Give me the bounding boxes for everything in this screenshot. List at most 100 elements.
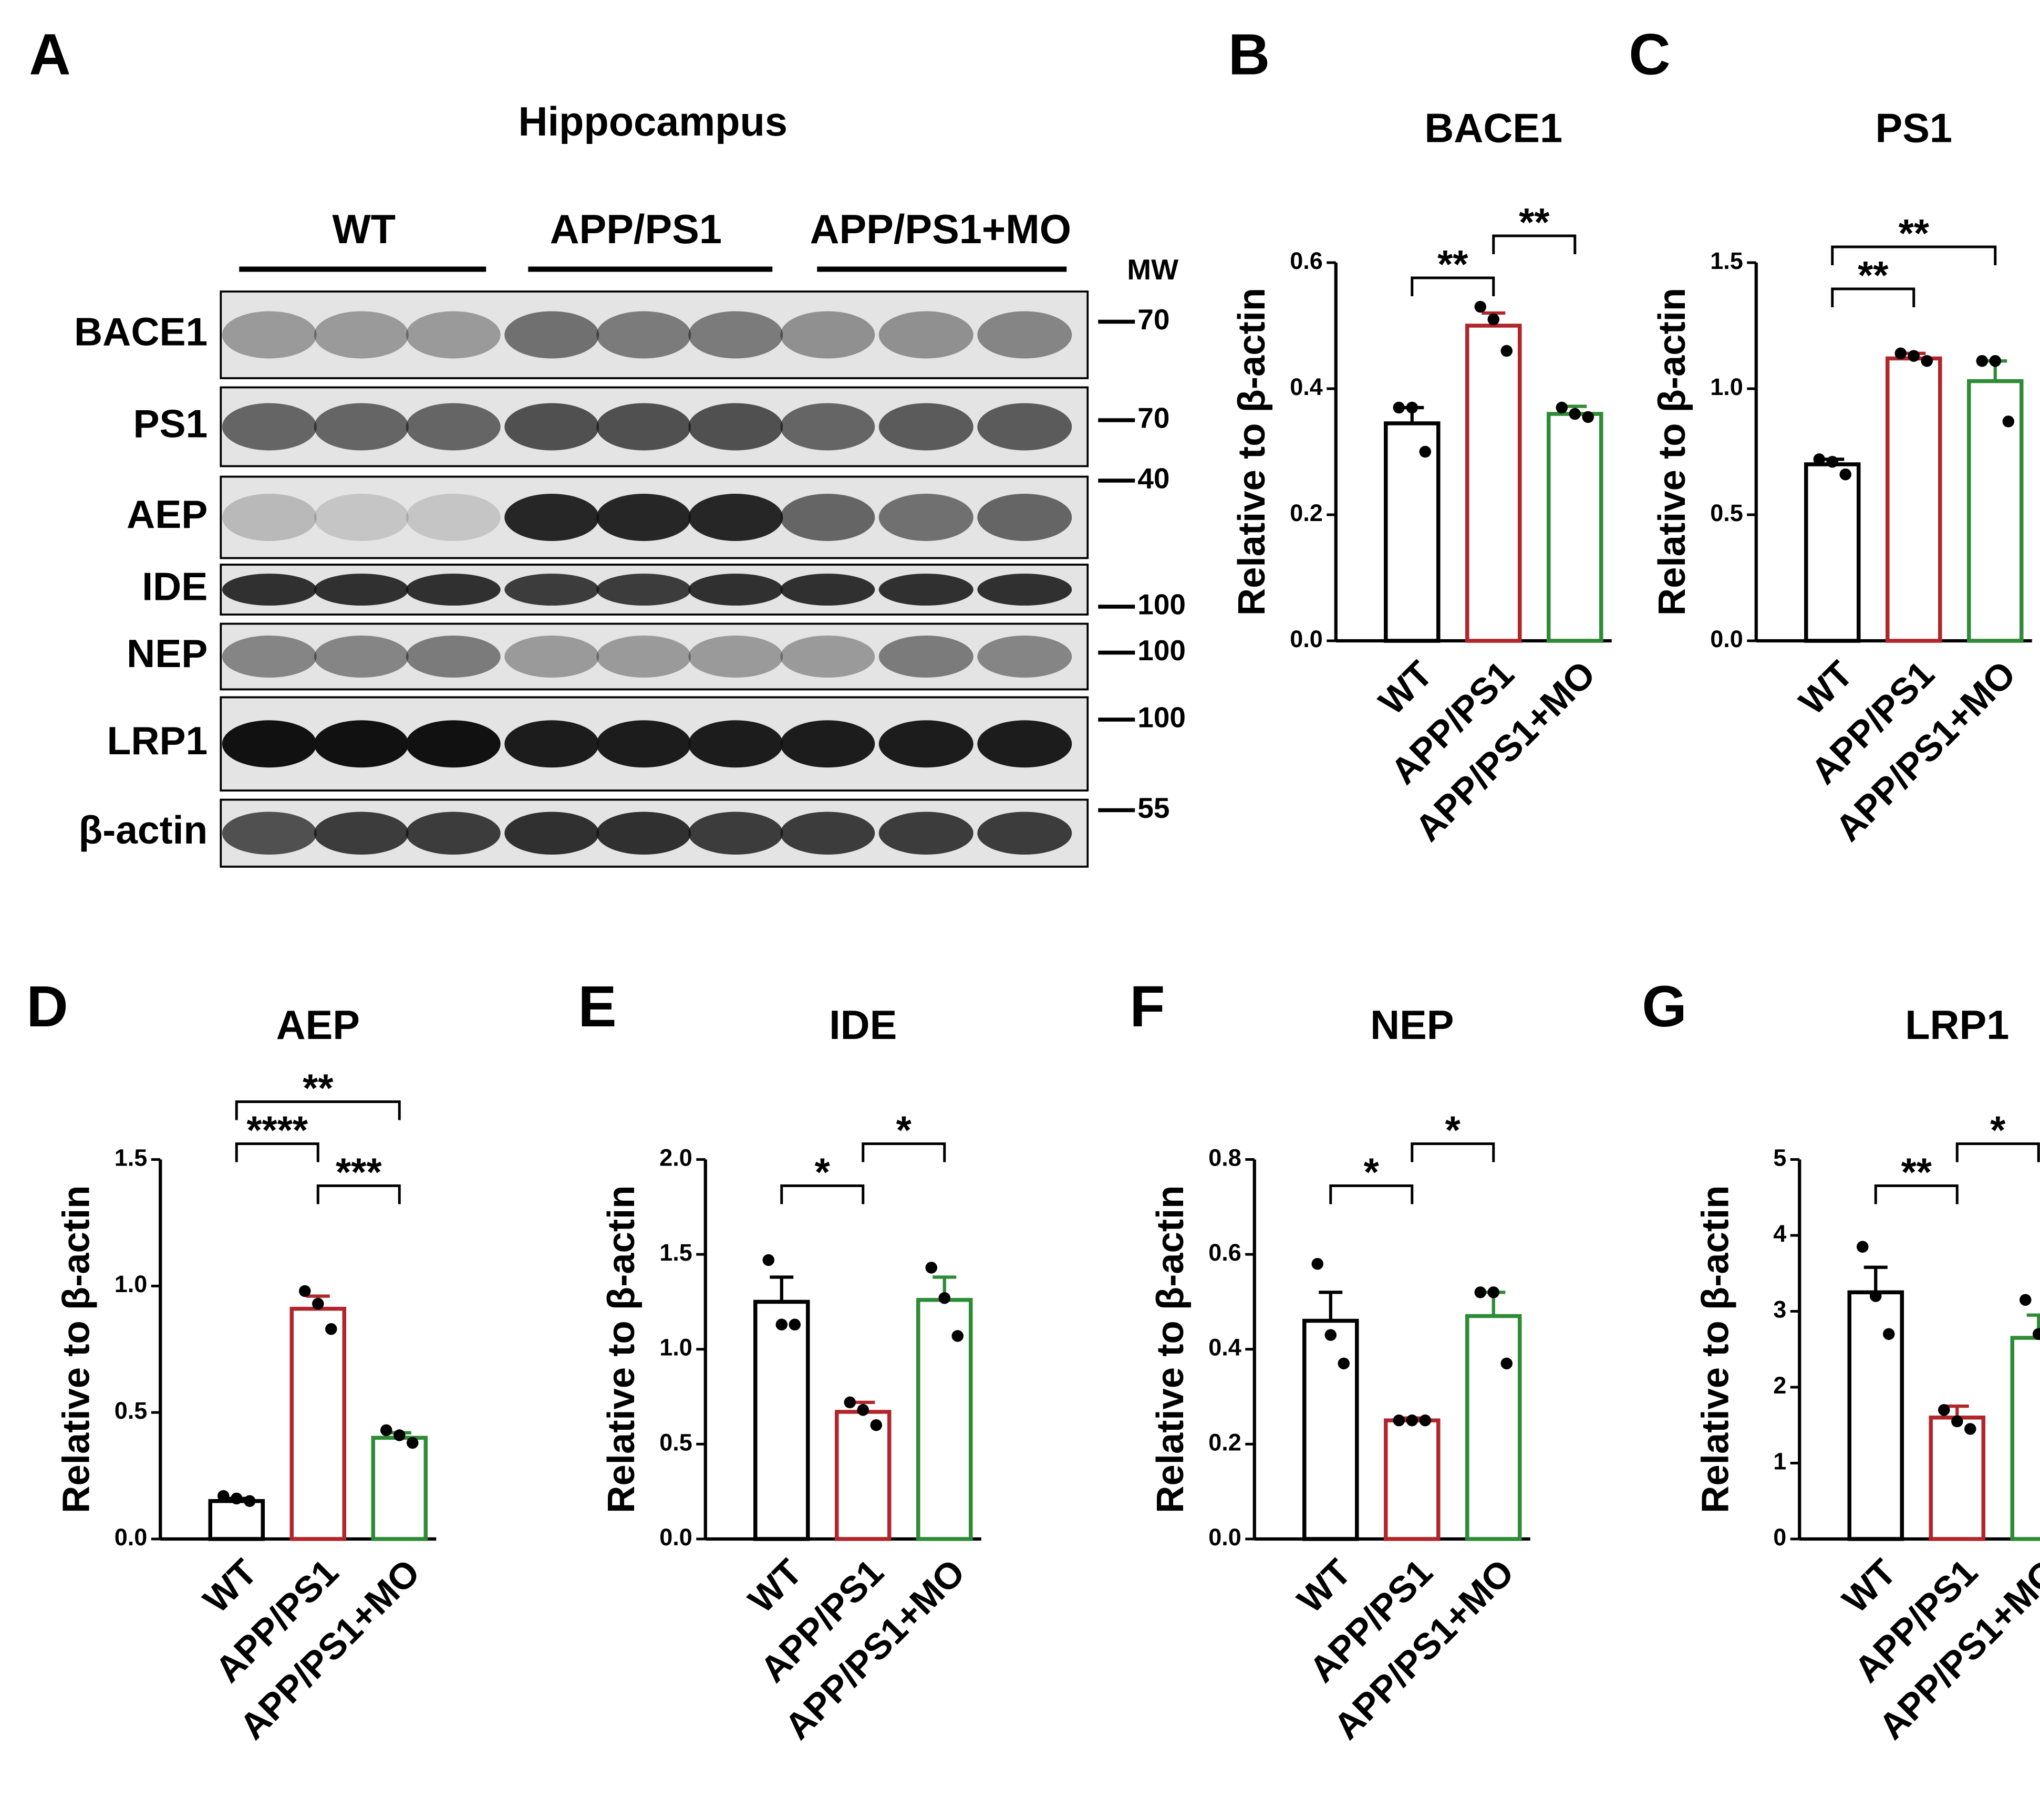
bar [1465, 324, 1522, 643]
blot-band [688, 311, 783, 359]
blot-band [222, 494, 317, 541]
data-point [789, 1318, 801, 1331]
y-tick-label: 0.5 [659, 1429, 692, 1455]
blot-band [596, 812, 691, 855]
significance-label: ** [303, 1066, 334, 1110]
bar [1804, 462, 1861, 643]
bar [1384, 1418, 1441, 1541]
blot-band [504, 574, 599, 606]
y-axis-label: Relative to β-actin [1651, 288, 1693, 616]
data-point [1938, 1404, 1950, 1416]
blot-band [314, 403, 409, 451]
panel-letter: A [29, 23, 70, 87]
blot-band [688, 403, 783, 451]
data-point [1487, 313, 1499, 326]
data-point [218, 1490, 230, 1502]
y-tick-label: 0.4 [1290, 373, 1323, 400]
protein-label: BACE1 [74, 309, 208, 353]
blot-band [222, 311, 317, 359]
y-tick-label: 0.8 [1208, 1144, 1241, 1171]
data-point [1393, 1414, 1405, 1427]
blot-band [780, 812, 875, 855]
error-bar [770, 1275, 794, 1302]
significance-bracket [1492, 234, 1577, 254]
y-tick-label: 0.0 [1290, 626, 1323, 652]
bar [289, 1306, 346, 1541]
data-point [1857, 1241, 1869, 1253]
bar [1302, 1318, 1359, 1541]
y-tick-label: 1.0 [115, 1271, 148, 1297]
bar [835, 1410, 892, 1541]
blot-band [878, 403, 974, 451]
significance-bracket [780, 1184, 865, 1204]
data-point [844, 1396, 856, 1409]
data-point [1870, 1290, 1882, 1302]
bar [371, 1436, 428, 1541]
blot-band [878, 494, 974, 541]
significance-bracket [1955, 1142, 2040, 1162]
significance-bracket [862, 1142, 946, 1162]
blot-band [780, 574, 875, 606]
blot-band [406, 812, 501, 855]
data-point [1474, 300, 1486, 313]
data-point [393, 1429, 406, 1441]
panel-letter: C [1629, 23, 1670, 87]
panel-letter: D [26, 974, 68, 1039]
y-axis-label: Relative to β-actin [1149, 1185, 1192, 1513]
blot-band [688, 720, 783, 768]
significance-bracket [1411, 1142, 1495, 1162]
mw-label: 100 [1137, 588, 1186, 621]
significance-label: * [1990, 1108, 2006, 1152]
blot-band [596, 494, 691, 541]
panel-letter: F [1130, 974, 1165, 1039]
data-point [762, 1254, 774, 1266]
blot-band [406, 574, 501, 606]
blot-band [977, 574, 1072, 606]
blot-band [314, 636, 409, 678]
data-point [1976, 355, 1988, 367]
data-point [1908, 350, 1920, 362]
data-point [1487, 1286, 1499, 1298]
data-point [1393, 401, 1405, 414]
chart-title: PS1 [1876, 106, 1952, 151]
blot-band [596, 403, 691, 451]
blot-band [314, 311, 409, 359]
data-point [1883, 1328, 1895, 1340]
blot-band [596, 311, 691, 359]
significance-label: ** [1899, 211, 1930, 255]
y-tick-label: 0.0 [659, 1524, 692, 1551]
y-tick-label: 0.0 [1710, 626, 1743, 652]
data-point [1826, 455, 1838, 468]
blot-title: Hippocampus [519, 99, 788, 144]
significance-label: ** [1437, 242, 1468, 286]
protein-label: β-actin [78, 808, 208, 852]
blot-band [504, 403, 599, 451]
data-point [1813, 453, 1825, 465]
data-point [2020, 1294, 2032, 1306]
blot-band [780, 311, 875, 359]
blot-band [688, 636, 783, 678]
data-point [1989, 355, 2001, 367]
blot-band [222, 574, 317, 606]
blot-band [688, 812, 783, 855]
bar [208, 1499, 265, 1541]
blot-band [222, 403, 317, 451]
y-tick-label: 0.2 [1290, 500, 1323, 526]
significance-label: * [896, 1108, 912, 1152]
blot-band [596, 720, 691, 768]
data-point [231, 1492, 243, 1505]
blot-band [780, 403, 875, 451]
data-point [1556, 401, 1568, 414]
protein-label: LRP1 [107, 719, 208, 763]
significance-label: ** [1858, 253, 1889, 297]
significance-label: * [1445, 1108, 1461, 1152]
blot-band [688, 494, 783, 541]
mw-label: 100 [1137, 634, 1186, 667]
blot-band [314, 494, 409, 541]
blot-band [314, 574, 409, 606]
y-tick-label: 0.6 [1290, 247, 1323, 274]
data-point [1419, 1414, 1431, 1427]
data-point [244, 1495, 256, 1507]
data-point [1338, 1357, 1350, 1370]
